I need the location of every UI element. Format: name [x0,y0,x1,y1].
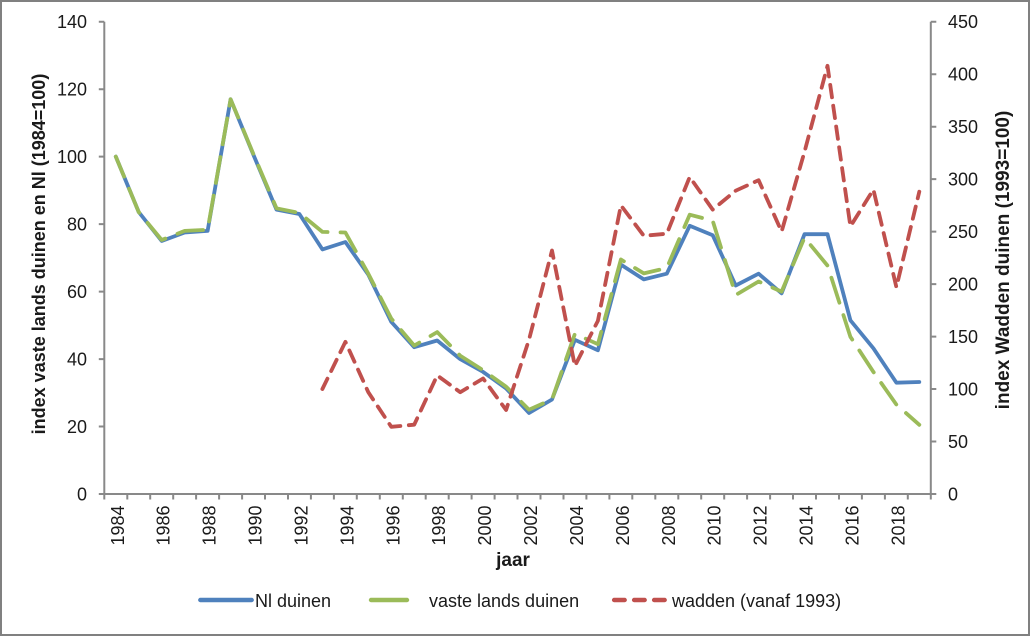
svg-text:2002: 2002 [521,506,541,546]
svg-text:index vaste lands duinen en Nl: index vaste lands duinen en Nl (1984=100… [29,74,49,435]
svg-text:Nl duinen: Nl duinen [255,591,331,611]
svg-text:60: 60 [67,282,87,302]
svg-text:1986: 1986 [154,506,174,546]
svg-text:2000: 2000 [475,506,495,546]
svg-text:140: 140 [57,12,87,32]
svg-text:2008: 2008 [659,506,679,546]
svg-text:1998: 1998 [429,506,449,546]
svg-text:400: 400 [948,65,978,85]
svg-text:0: 0 [77,485,87,505]
svg-text:2010: 2010 [705,506,725,546]
svg-text:20: 20 [67,417,87,437]
svg-text:wadden (vanaf 1993): wadden (vanaf 1993) [671,591,841,611]
svg-text:50: 50 [948,432,968,452]
svg-text:2004: 2004 [567,506,587,546]
svg-text:2014: 2014 [797,506,817,546]
svg-text:350: 350 [948,117,978,137]
svg-text:100: 100 [57,147,87,167]
svg-text:80: 80 [67,215,87,235]
svg-text:150: 150 [948,327,978,347]
svg-text:1992: 1992 [291,506,311,546]
svg-text:250: 250 [948,222,978,242]
svg-text:1988: 1988 [200,506,220,546]
svg-text:2016: 2016 [842,506,862,546]
svg-text:120: 120 [57,80,87,100]
svg-text:0: 0 [948,485,958,505]
svg-text:300: 300 [948,170,978,190]
svg-text:2006: 2006 [613,506,633,546]
svg-text:100: 100 [948,380,978,400]
svg-text:1990: 1990 [246,506,266,546]
svg-text:1994: 1994 [337,506,357,546]
svg-text:index Wadden duinen (1993=100): index Wadden duinen (1993=100) [993,111,1014,410]
svg-text:40: 40 [67,350,87,370]
svg-text:vaste lands duinen: vaste lands duinen [429,591,579,611]
svg-text:2012: 2012 [751,506,771,546]
svg-text:1984: 1984 [108,506,128,546]
svg-text:1996: 1996 [383,506,403,546]
svg-text:200: 200 [948,275,978,295]
svg-text:450: 450 [948,12,978,32]
svg-text:2018: 2018 [888,506,908,546]
svg-text:jaar: jaar [495,550,530,571]
